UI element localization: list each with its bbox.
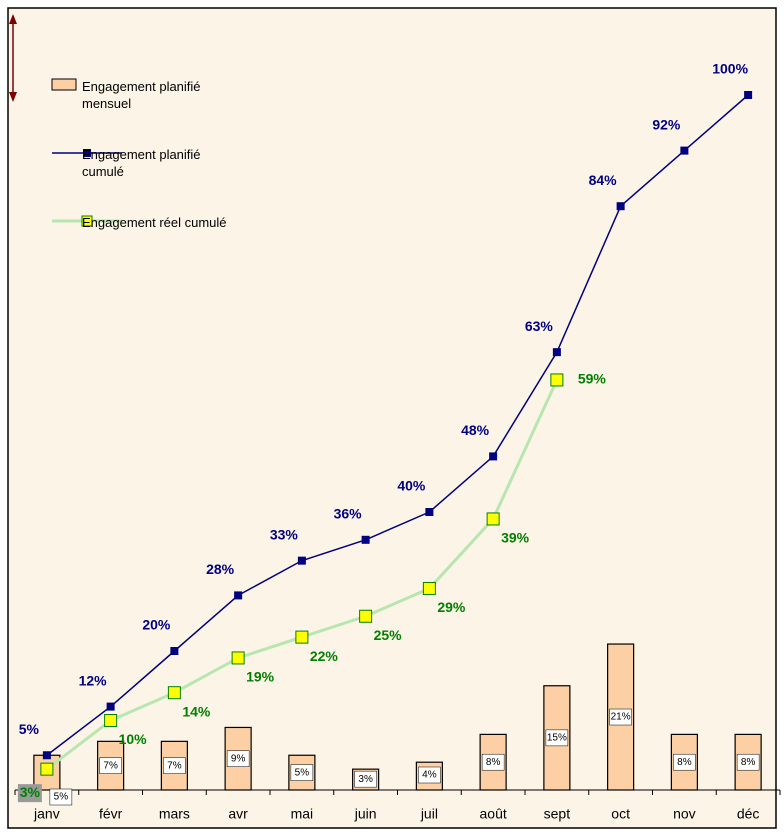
marker <box>106 702 115 711</box>
value-label: 25% <box>374 627 403 643</box>
value-label-box <box>673 753 696 771</box>
legend-label: Engagement planifié mensuel <box>82 79 201 111</box>
value-label: 5% <box>19 721 40 737</box>
value-label: 14% <box>182 703 211 719</box>
value-label-box <box>226 750 250 767</box>
value-label: 12% <box>79 672 108 688</box>
value-label-box <box>163 757 186 774</box>
value-label: 29% <box>437 599 466 615</box>
value-label: 59% <box>578 371 607 387</box>
value-label: 48% <box>461 422 490 438</box>
marker <box>42 751 51 760</box>
value-label: 28% <box>206 561 235 577</box>
legend-label: Engagement réel cumulé <box>82 215 227 230</box>
x-tick-label: juil <box>420 806 438 822</box>
value-label: 3% <box>20 784 41 800</box>
legend-swatch <box>51 78 77 91</box>
value-label-box <box>481 753 505 771</box>
value-label: 22% <box>310 648 339 664</box>
x-tick-label: nov <box>673 806 696 822</box>
marker <box>616 202 625 211</box>
value-label: 92% <box>652 116 681 132</box>
marker <box>234 591 243 600</box>
arrow-heads <box>9 14 17 102</box>
value-label-box <box>609 708 632 726</box>
value-label: 20% <box>142 617 171 633</box>
value-label: 100% <box>712 61 748 77</box>
value-label: 7% <box>167 760 182 771</box>
value-label: 5% <box>295 767 310 778</box>
marker <box>231 651 245 665</box>
x-tick-label: mai <box>291 806 314 822</box>
legend-swatch <box>83 149 91 157</box>
value-label: 15% <box>547 733 567 744</box>
marker <box>422 581 436 595</box>
x-tick-label: févr <box>99 806 123 822</box>
marker <box>361 535 370 544</box>
value-label-box <box>545 729 569 747</box>
x-tick-label: juin <box>354 806 377 822</box>
marker <box>295 630 309 644</box>
x-tick-label: avr <box>228 806 248 822</box>
value-label: 8% <box>741 757 756 768</box>
value-label: 36% <box>334 506 363 522</box>
marker <box>744 91 753 99</box>
value-label: 21% <box>611 712 631 723</box>
value-label: 7% <box>103 760 118 771</box>
x-tick-label: sept <box>544 806 571 822</box>
value-label: 8% <box>486 757 501 768</box>
marker <box>489 452 498 461</box>
value-label-box <box>418 766 441 784</box>
value-label: 4% <box>422 770 437 781</box>
marker <box>680 146 689 155</box>
x-tick-label: janv <box>33 806 60 822</box>
marker <box>170 647 179 655</box>
chart-frame <box>7 7 777 829</box>
value-label: 8% <box>677 757 692 768</box>
value-label-box <box>49 788 73 806</box>
value-label: 33% <box>270 526 299 542</box>
value-label: 39% <box>501 530 530 546</box>
value-label: 10% <box>119 731 148 747</box>
value-label: 40% <box>397 478 426 494</box>
x-tick-label: août <box>480 806 507 822</box>
value-label-box <box>17 784 42 803</box>
marker <box>167 686 181 700</box>
marker <box>104 714 118 727</box>
value-label-box <box>99 757 122 774</box>
value-label: 5% <box>54 792 69 803</box>
value-label: 19% <box>246 669 275 685</box>
value-label-box <box>354 770 377 788</box>
marker <box>297 556 306 565</box>
marker <box>486 512 500 526</box>
marker <box>550 373 564 387</box>
x-tick-label: mars <box>159 806 190 822</box>
marker <box>40 762 54 776</box>
value-label-box <box>736 753 760 771</box>
legend-label: Engagement planifié cumulé <box>82 147 201 179</box>
value-label: 63% <box>525 318 554 334</box>
marker <box>552 348 561 357</box>
x-tick-label: oct <box>611 806 630 822</box>
value-label: 9% <box>231 753 246 764</box>
value-label: 3% <box>358 774 373 785</box>
value-label-box <box>290 764 314 781</box>
line <box>46 94 749 756</box>
legend-swatch <box>81 215 93 227</box>
x-tick-label: déc <box>737 806 760 822</box>
marker <box>425 508 434 516</box>
value-label: 84% <box>589 172 618 188</box>
marker <box>359 609 373 623</box>
